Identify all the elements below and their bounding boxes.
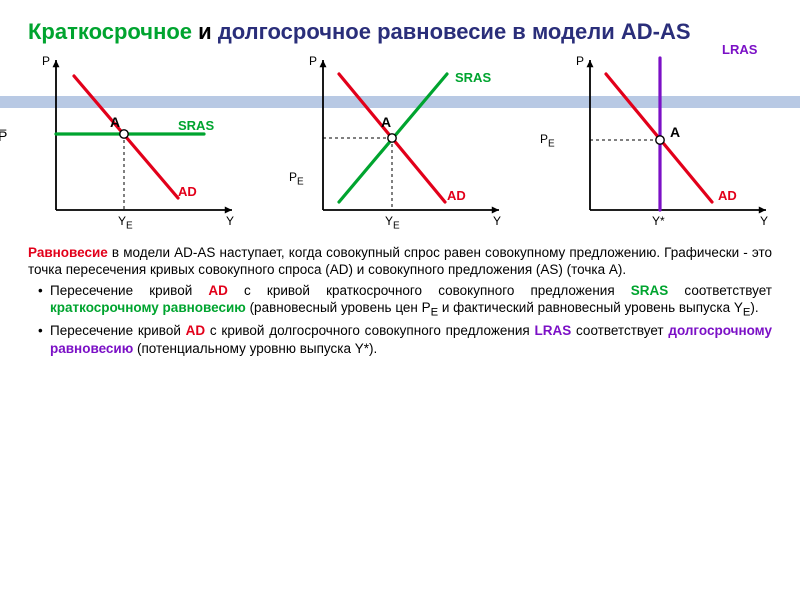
charts-row: PYYEP̅SRASADA PYYEPESRASADA PYY*PELRASAD… — [28, 52, 772, 232]
page-title: Краткосрочное и долгосрочное равновесие … — [28, 18, 772, 46]
title-and: и — [198, 19, 212, 44]
chart-svg — [562, 52, 772, 227]
chart-right: PYY*PELRASADA — [562, 52, 772, 227]
title-short: Краткосрочное — [28, 19, 192, 44]
p1-lead: Равновесие — [28, 245, 108, 260]
chart-mid: PYYEPESRASADA — [295, 52, 505, 227]
bullet-2: Пересечение кривой AD с кривой долгосроч… — [40, 322, 772, 357]
body-text: Равновесие в модели AD-AS наступает, ког… — [28, 244, 772, 357]
title-long: долгосрочное равновесие в модели AD-AS — [218, 19, 691, 44]
p1-rest: в модели AD-AS наступает, когда совокупн… — [28, 245, 772, 277]
para-1: Равновесие в модели AD-AS наступает, ког… — [28, 244, 772, 279]
chart-svg — [28, 52, 238, 227]
bullet-1: Пересечение кривой AD с кривой краткосро… — [40, 282, 772, 320]
chart-left: PYYEP̅SRASADA — [28, 52, 238, 227]
